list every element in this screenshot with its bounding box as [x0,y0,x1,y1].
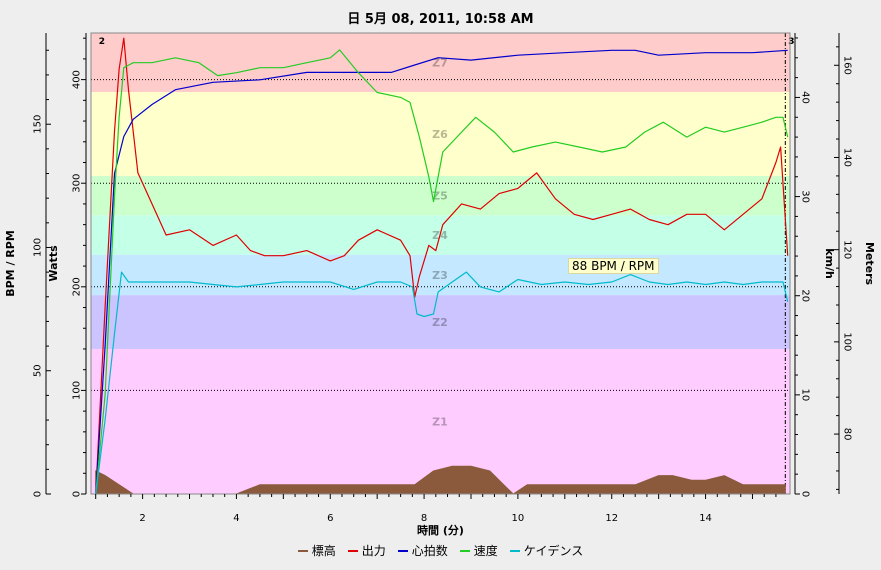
legend-label: 出力 [361,544,386,558]
legend-item: 速度 [459,542,498,559]
y-tick-label-right_outer: 80 [842,428,853,441]
series-line-4 [95,271,789,495]
y-tick-label-right_inner: 10 [800,388,811,401]
y-tick-label-right_inner: 40 [800,91,811,104]
legend-swatch [397,549,408,552]
x-axis-title: 時間 (分) [417,523,464,537]
x-tick-label: 10 [512,513,525,524]
axes-group: 2 4 6 8 10 12 14050100150010020030040001020304… [33,32,853,524]
y-axis-title-right_inner: km/h [823,248,836,279]
y-axis-title-left_outer: BPM / RPM [4,230,17,297]
y-tick-label-right_outer: 140 [842,148,853,167]
zone-band-z5 [91,175,790,216]
plot-frame [90,32,791,495]
zone-label-z7: Z7 [432,57,448,70]
series-group [95,37,789,495]
y-tick-label-left_inner: 300 [72,174,83,193]
legend-swatch [297,549,308,552]
labels-group: 時間 (分) BPM / RPM Watts km/h Meters [4,230,876,537]
y-tick-label-left_inner: 400 [72,70,83,89]
y-tick-label-left_outer: 150 [33,115,44,134]
legend-label: 標高 [311,544,336,558]
y-tick-label-right_outer: 160 [842,56,853,75]
legend-item: 標高 [297,542,336,559]
y-tick-label-right_inner: 20 [800,289,811,302]
x-tick-label: 4 [233,513,239,524]
y-tick-label-left_inner: 200 [72,277,83,296]
hover-tooltip: 88 BPM / RPM [568,258,659,274]
y-tick-label-left_outer: 0 [33,491,44,497]
x-tick-label: 8 [421,513,427,524]
series-line-2 [95,49,788,495]
zone-label-z5: Z5 [432,190,448,203]
y-tick-label-left_inner: 0 [72,491,83,497]
zone-label-z2: Z2 [432,316,448,329]
y-tick-label-right_outer: 100 [842,332,853,351]
x-tick-label: 14 [699,513,712,524]
zone-label-z3: Z3 [432,269,448,282]
legend-label: ケイデンス [523,544,584,558]
y-tick-label-right_inner: 0 [800,491,811,497]
y-tick-label-left_outer: 100 [33,238,44,257]
legend: 標高 出力 心拍数 速度 ケイデンス [0,542,881,559]
legend-item: 心拍数 [397,542,448,559]
chart-title: 日 5月 08, 2011, 10:58 AM [347,12,534,27]
zone-band-z3 [91,254,790,296]
legend-swatch [459,549,470,552]
legend-swatch [347,549,358,552]
legend-swatch [509,549,520,552]
lap-marker-label: 2 [99,37,105,47]
zone-band-z7 [91,33,790,93]
series-line-3 [95,49,789,495]
zone-band-z2 [91,295,790,349]
x-tick-label: 6 [327,513,333,524]
x-tick-label: 12 [605,513,618,524]
y-axis-title-right_outer: Meters [863,242,876,286]
legend-item: ケイデンス [509,542,584,559]
legend-item: 出力 [347,542,386,559]
y-tick-label-left_outer: 50 [33,364,44,377]
y-tick-label-right_inner: 30 [800,190,811,203]
x-tick-label: 2 [139,513,145,524]
lap-marker-label: 3 [788,37,794,47]
zone-label-z6: Z6 [432,128,448,141]
series-line-1 [95,37,789,495]
y-tick-label-left_inner: 100 [72,381,83,400]
legend-label: 心拍数 [411,544,448,558]
y-tick-label-right_outer: 120 [842,240,853,259]
zone-label-z1: Z1 [432,415,448,428]
legend-label: 速度 [473,544,498,558]
y-axis-title-left_inner: Watts [47,245,60,282]
